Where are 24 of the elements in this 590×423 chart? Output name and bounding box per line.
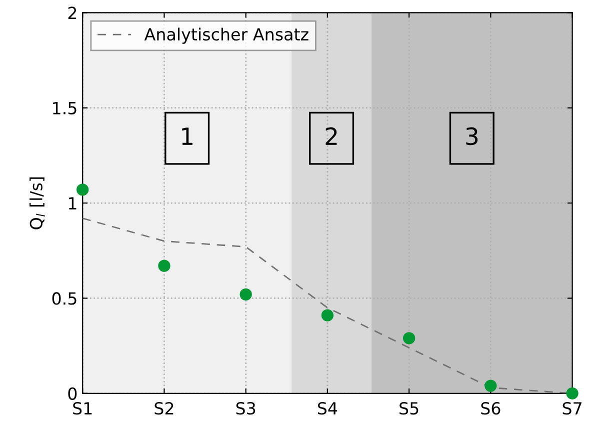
x-tick-label: S6 [481, 402, 500, 415]
annotation: 3 [466, 127, 478, 146]
y-tick-label: 1.5 [53, 102, 76, 114]
legend-label: Analytischer Ansatz [144, 28, 308, 44]
point [321, 309, 334, 322]
x-tick-label: S1 [73, 402, 92, 415]
x-tick-label: S4 [318, 402, 338, 415]
annotation: 1 [182, 128, 192, 145]
y-tick-label: 0 [68, 387, 77, 400]
y-tick-label: 2 [68, 6, 76, 20]
y-axis-title: Q$_{l}$ [l/s] [30, 177, 45, 230]
annotation: 2 [326, 127, 337, 145]
x-tick-label: S5 [400, 402, 418, 415]
point [76, 184, 89, 196]
x-tick-label: S7 [562, 402, 582, 415]
y-tick-label: 1 [68, 197, 76, 210]
point [402, 332, 416, 344]
x-tick-label: S2 [154, 402, 174, 415]
point [240, 288, 252, 300]
x-tick-label: S3 [236, 402, 256, 415]
point [566, 387, 578, 400]
y-tick-label: 0.5 [52, 292, 76, 305]
point [484, 380, 497, 392]
point [158, 260, 170, 272]
